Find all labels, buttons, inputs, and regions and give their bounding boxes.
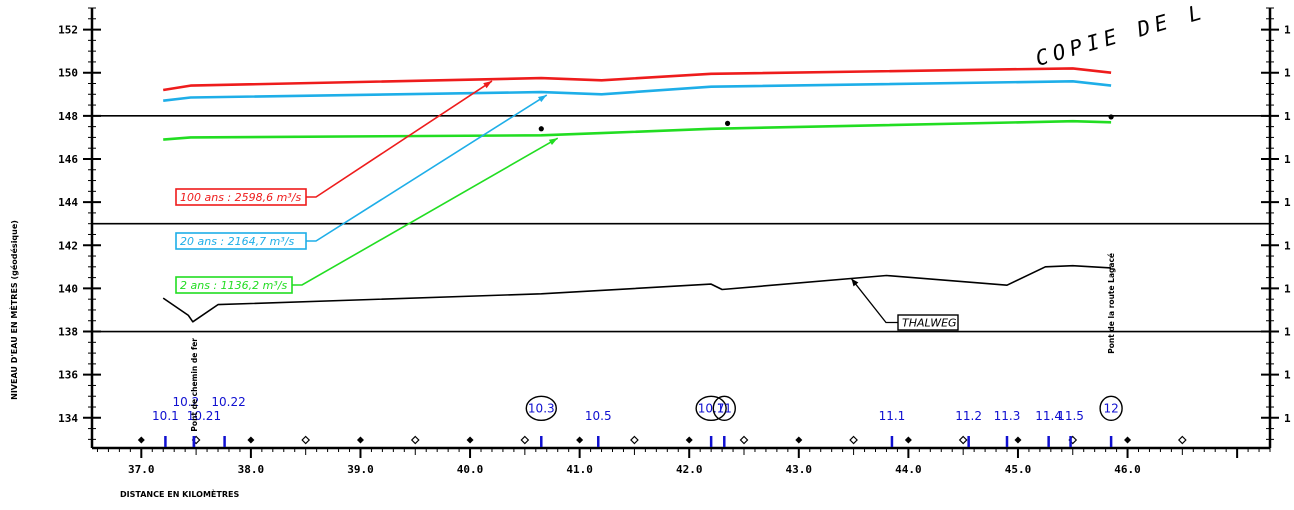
half-km-marker: [410, 435, 420, 445]
legend-leader: [306, 80, 493, 198]
section-label: 11.5: [1057, 409, 1084, 423]
km-marker: [685, 436, 693, 444]
y-tick-label: 148: [58, 110, 78, 123]
x-tick-label: 41.0: [566, 463, 593, 476]
x-tick-label: 45.0: [1005, 463, 1032, 476]
y-tick-label: 142: [58, 239, 78, 252]
section-label: 11.4: [1035, 409, 1062, 423]
y-tick-label-right: 1: [1284, 110, 1291, 123]
observed-point: [538, 126, 544, 132]
bridge-road-label: Pont de la route Lagacé: [1107, 253, 1116, 354]
series-line-20-ans: [163, 80, 1112, 102]
x-tick-label: 38.0: [238, 463, 265, 476]
y-tick-label: 152: [58, 24, 78, 37]
section-label: 12: [1103, 401, 1118, 415]
km-marker: [795, 436, 803, 444]
observed-point: [724, 120, 731, 126]
x-tick-label: 40.0: [457, 463, 484, 476]
y-tick-label-right: 1: [1284, 196, 1291, 209]
y-tick-label-right: 1: [1284, 412, 1291, 425]
y-tick-label: 136: [58, 369, 78, 382]
km-marker: [137, 436, 145, 444]
section-circle: [525, 395, 557, 422]
y-tick-label-right: 1: [1284, 282, 1291, 295]
x-tick-label: 39.0: [347, 463, 374, 476]
copy-stamp: COPIE DE L: [1033, 0, 1209, 71]
section-label: 11.1: [879, 409, 906, 423]
y-tick-label-right: 1: [1284, 369, 1291, 382]
half-km-marker: [520, 435, 530, 445]
thalweg-arrowhead: [851, 278, 859, 287]
section-label: 11.2: [955, 409, 982, 423]
section-label: 10.22: [211, 395, 245, 409]
y-tick-label-right: 1: [1284, 67, 1291, 80]
series-line-2-ans: [163, 119, 1112, 141]
x-tick-label: 43.0: [786, 463, 813, 476]
x-tick-label: 37.0: [128, 463, 155, 476]
section-label: 11: [717, 401, 732, 415]
section-label: 10.5: [585, 409, 612, 423]
y-tick-label-right: 1: [1284, 239, 1291, 252]
section-circle: [695, 395, 727, 422]
half-km-marker: [739, 435, 749, 445]
section-label: 10.7: [698, 401, 725, 415]
legend-label: 20 ans : 2164,7 m³/s: [180, 235, 294, 248]
km-marker: [247, 436, 255, 444]
y-tick-label: 146: [58, 153, 78, 166]
km-marker: [904, 436, 912, 444]
section-label: 10.2: [173, 395, 200, 409]
legend-arrowhead: [537, 95, 547, 103]
half-km-marker: [958, 435, 968, 445]
y-tick-label-right: 1: [1284, 24, 1291, 37]
section-label: 10.1: [152, 409, 179, 423]
y-tick-label: 150: [58, 67, 78, 80]
series-line-100-ans: [162, 67, 1112, 92]
bridge-rail-label: Pont de chemin de fer: [190, 338, 199, 432]
km-marker: [1014, 436, 1022, 444]
half-km-marker: [630, 435, 639, 445]
y-axis-title: NIVEAU D'EAU EN MÈTRES (géodésique): [8, 220, 19, 400]
y-tick-label: 138: [58, 326, 78, 339]
y-tick-label: 134: [58, 412, 78, 425]
km-marker: [466, 436, 474, 444]
legend-label: 2 ans : 1136,2 m³/s: [180, 279, 287, 292]
km-marker: [1124, 436, 1132, 444]
legend-arrowhead: [483, 81, 492, 89]
half-km-marker: [1177, 435, 1187, 445]
half-km-marker: [849, 435, 858, 445]
section-label: 11.3: [994, 409, 1021, 423]
x-axis-title: DISTANCE EN KILOMÈTRES: [120, 488, 239, 499]
section-circle: [712, 395, 736, 422]
thalweg-label: THALWEG: [902, 317, 957, 330]
observed-point: [1108, 114, 1114, 120]
legend-label: 100 ans : 2598,6 m³/s: [180, 191, 301, 204]
km-marker: [576, 436, 584, 444]
series-line-thalweg: [162, 264, 1112, 323]
legend-arrowhead: [548, 138, 558, 146]
half-km-marker: [301, 435, 311, 445]
y-tick-label: 144: [58, 196, 78, 209]
y-tick-label: 140: [58, 282, 78, 295]
legend-leader: [292, 137, 559, 286]
y-tick-label-right: 1: [1284, 326, 1291, 339]
y-tick-label-right: 1: [1284, 153, 1291, 166]
section-label: 10.21: [187, 409, 221, 423]
km-marker: [356, 436, 364, 444]
x-tick-label: 42.0: [676, 463, 703, 476]
section-label: 10.3: [528, 401, 555, 415]
x-tick-label: 46.0: [1114, 463, 1141, 476]
legend-leader: [306, 94, 548, 242]
section-circle: [1099, 395, 1123, 422]
x-tick-label: 44.0: [895, 463, 922, 476]
thalweg-leader: [850, 278, 898, 324]
